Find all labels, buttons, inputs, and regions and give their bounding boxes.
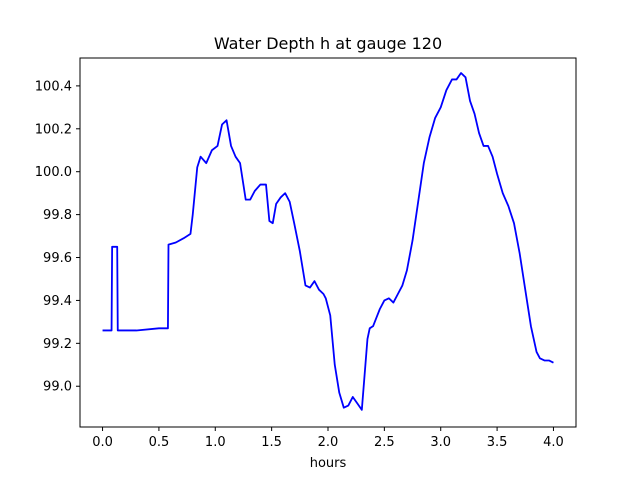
series-line-0 <box>102 72 554 411</box>
x-tick-label: 1.5 <box>261 435 282 450</box>
x-axis-label: hours <box>310 456 347 471</box>
y-tick-label: 99.2 <box>43 337 72 352</box>
x-tick-label: 1.0 <box>205 435 226 450</box>
y-axis-ticks: 99.0 99.2 99.4 99.6 99.8 100.0 100.2 100.4 <box>35 79 80 395</box>
x-axis-ticks: 0.0 0.5 1.0 1.5 2.0 2.5 3.0 3.5 4.0 <box>92 427 564 450</box>
series-layer <box>102 72 554 411</box>
plot-frame <box>79 57 577 428</box>
x-tick-label: 3.5 <box>487 435 508 450</box>
y-tick-label: 99.8 <box>43 208 72 223</box>
y-tick-label: 100.4 <box>35 79 72 94</box>
y-tick-label: 99.6 <box>43 251 72 266</box>
x-tick-label: 2.5 <box>374 435 395 450</box>
x-tick-label: 3.0 <box>430 435 451 450</box>
y-tick-label: 99.0 <box>43 380 72 395</box>
y-tick-label: 100.0 <box>35 165 72 180</box>
y-tick-label: 100.2 <box>35 122 72 137</box>
chart-title: Water Depth h at gauge 120 <box>214 34 442 53</box>
x-tick-label: 0.0 <box>92 435 113 450</box>
x-tick-label: 4.0 <box>543 435 564 450</box>
y-tick-label: 99.4 <box>43 294 72 309</box>
x-tick-label: 2.0 <box>318 435 339 450</box>
plot-area <box>80 58 576 427</box>
x-tick-label: 0.5 <box>149 435 170 450</box>
